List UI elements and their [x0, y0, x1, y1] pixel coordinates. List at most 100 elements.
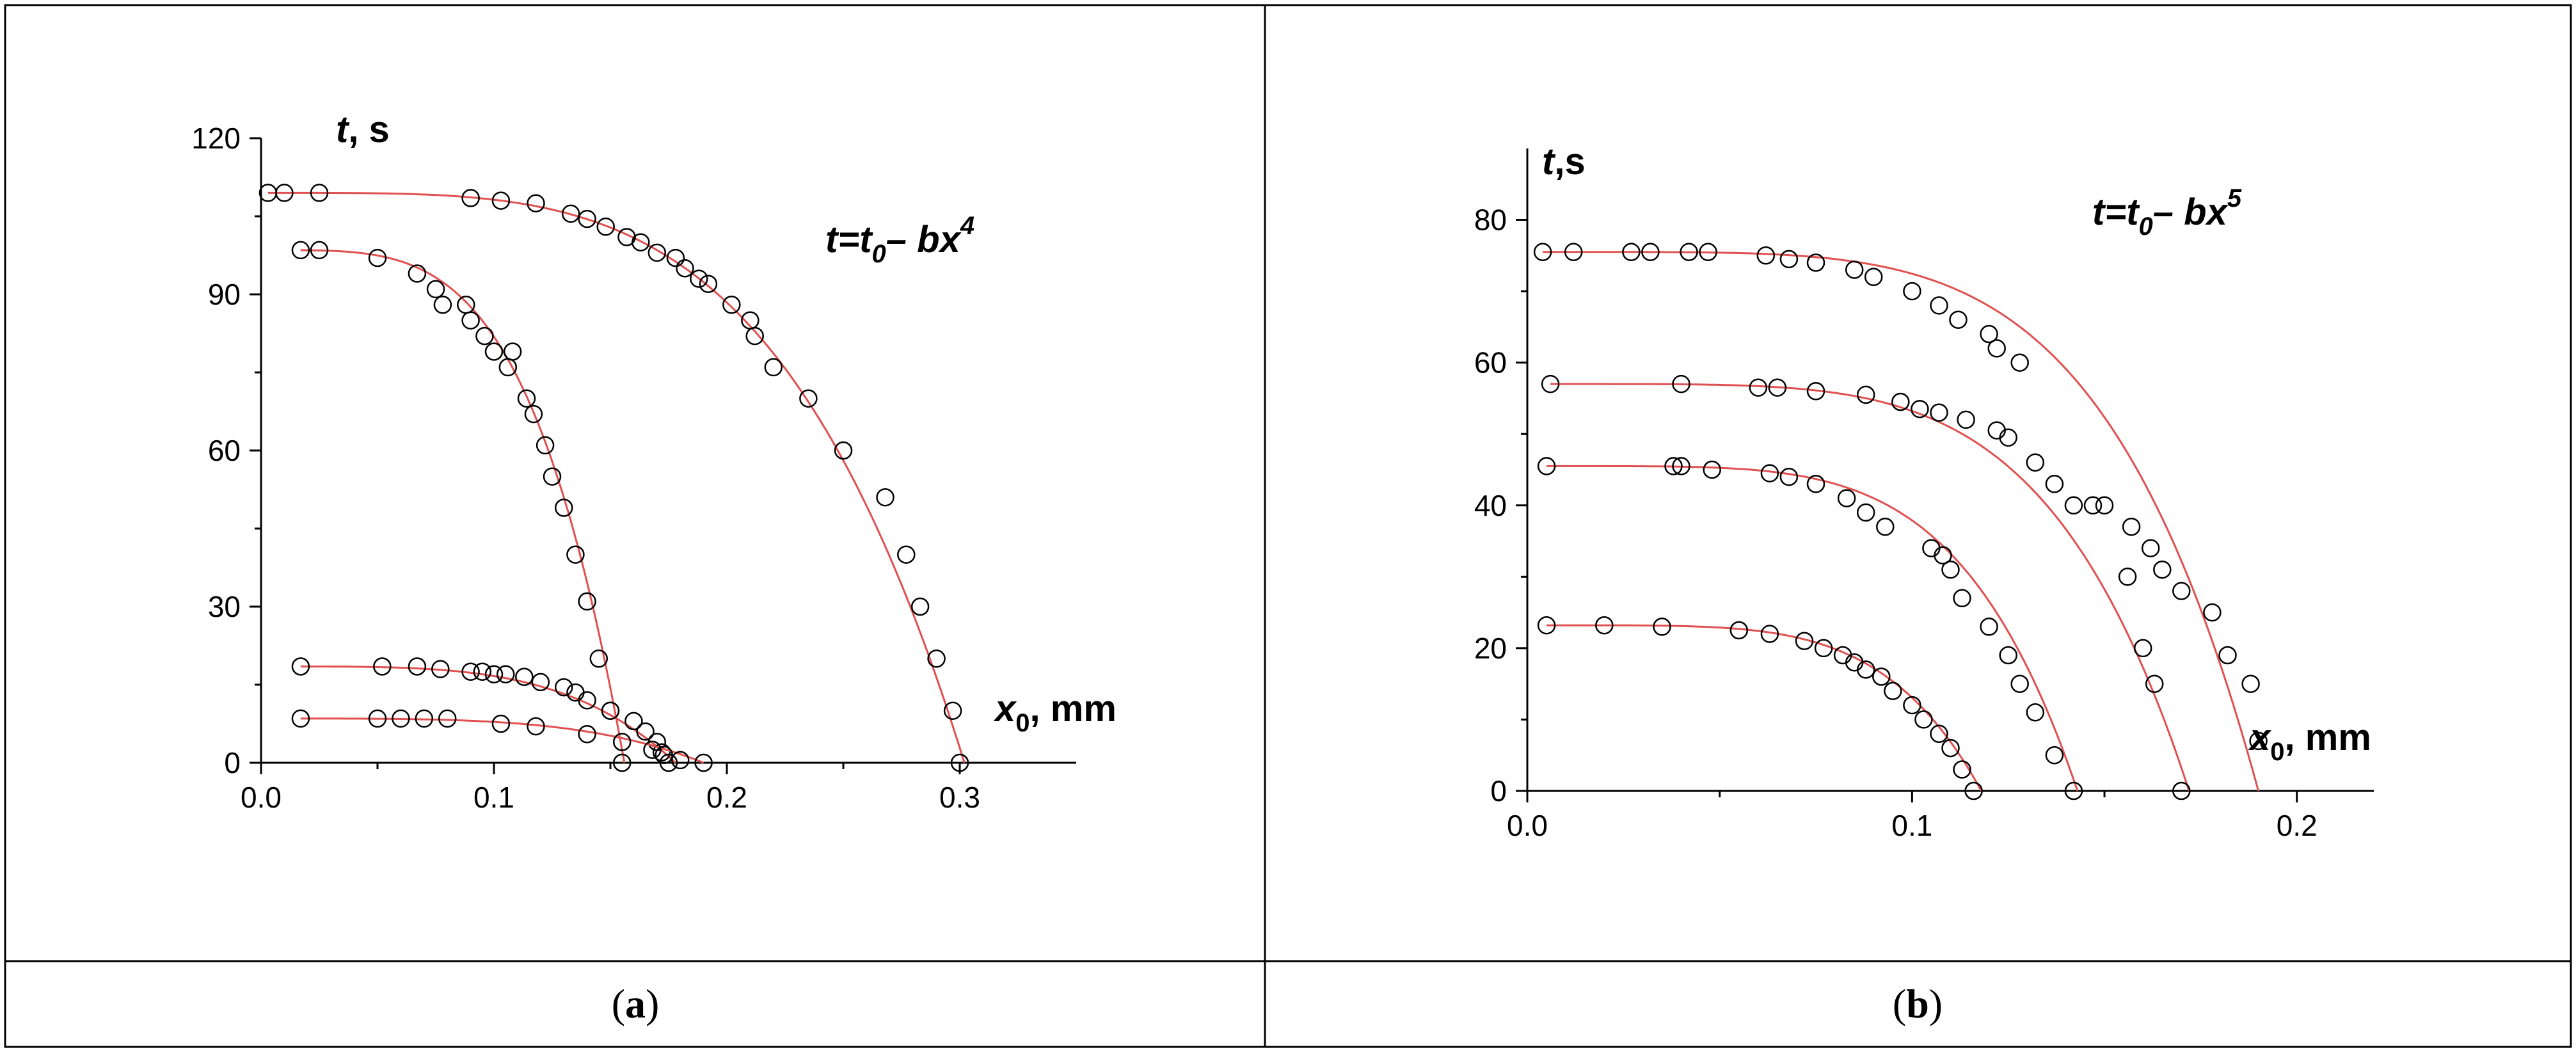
- data-point-a-4: [694, 753, 713, 772]
- data-point-b-2: [2172, 781, 2191, 801]
- data-point-a-2: [291, 241, 310, 260]
- data-point-a-2: [457, 296, 475, 314]
- data-point-a-3: [636, 722, 655, 741]
- data-point-b-1: [1680, 243, 1698, 262]
- data-point-b-4: [1903, 696, 1921, 715]
- data-point-a-3: [291, 657, 310, 676]
- data-point-a-3: [578, 691, 596, 710]
- data-point-b-2: [2118, 568, 2137, 586]
- data-point-a-3: [473, 662, 492, 681]
- data-point-b-3: [1934, 546, 1952, 565]
- data-point-b-3: [1980, 618, 1998, 636]
- y-tick-label-a: 60: [208, 434, 241, 467]
- eq-b-t0-sub: 0: [2139, 212, 2153, 241]
- data-point-a-2: [426, 280, 445, 299]
- data-point-b-3: [2010, 674, 2029, 693]
- data-point-a-4: [491, 714, 511, 733]
- data-point-a-2: [408, 264, 427, 283]
- data-point-a-4: [643, 740, 662, 759]
- data-point-a-1: [799, 389, 818, 408]
- data-point-b-1: [2218, 646, 2237, 665]
- data-point-b-2: [1541, 374, 1560, 394]
- data-point-a-1: [632, 233, 650, 251]
- data-point-a-1: [561, 204, 580, 223]
- data-point-a-2: [543, 467, 562, 486]
- eq-b-t0: t: [2126, 191, 2140, 233]
- data-point-b-3: [2045, 745, 2064, 765]
- eq-b-b: b: [2184, 191, 2206, 233]
- data-point-a-3: [431, 660, 450, 678]
- panel-label-b: (b): [1893, 981, 1943, 1026]
- data-point-a-3: [601, 701, 620, 720]
- data-point-a-3: [496, 665, 515, 683]
- data-point-a-4: [655, 745, 673, 765]
- data-point-b-3: [1672, 457, 1690, 475]
- data-point-b-1: [1806, 253, 1825, 272]
- data-point-a-2: [536, 436, 555, 455]
- eq-b-t: t: [2092, 191, 2106, 233]
- data-point-b-1: [1864, 267, 1883, 287]
- data-point-a-2: [566, 545, 585, 564]
- data-point-a-4: [291, 709, 310, 728]
- data-point-a-4: [392, 709, 410, 728]
- data-point-a-2: [461, 311, 480, 330]
- data-point-b-1: [2010, 353, 2029, 372]
- fit-line-a-1: [267, 191, 966, 763]
- data-point-b-1: [2095, 496, 2114, 515]
- data-point-b-4: [1653, 618, 1671, 636]
- data-point-a-1: [310, 184, 329, 202]
- data-point-b-1: [1641, 243, 1660, 262]
- y-axis-unit-b: ,s: [1554, 141, 1585, 182]
- data-point-b-4: [1930, 724, 1948, 744]
- data-point-a-1: [578, 209, 596, 228]
- data-point-a-2: [484, 342, 504, 361]
- eq-a-t0-sub: 0: [872, 240, 886, 268]
- y-tick-label-a: 90: [208, 278, 241, 311]
- data-point-b-1: [1930, 296, 1948, 315]
- data-point-a-1: [596, 218, 615, 236]
- data-point-b-1: [1903, 282, 1921, 301]
- y-axis-var-b: t: [1542, 141, 1556, 182]
- data-point-a-2: [310, 241, 329, 260]
- data-point-a-1: [897, 545, 916, 564]
- data-point-b-3: [1941, 560, 1960, 579]
- panel-label-b-letter: b: [1906, 981, 1929, 1026]
- fit-line-b-4: [1546, 624, 1982, 792]
- data-point-a-2: [612, 753, 632, 772]
- data-point-b-4: [1760, 625, 1779, 643]
- data-point-b-2: [2083, 496, 2103, 515]
- y-tick-label-b: 0: [1490, 774, 1507, 808]
- y-axis-var-a: t: [336, 109, 350, 150]
- data-point-b-1: [1756, 246, 1776, 265]
- eq-a-t: t: [825, 219, 839, 260]
- data-point-b-4: [1814, 639, 1833, 658]
- fit-line-a-3: [300, 665, 676, 764]
- data-point-a-1: [699, 275, 718, 293]
- data-point-b-3: [2064, 781, 2083, 801]
- data-point-b-1: [1622, 243, 1641, 262]
- data-point-b-2: [2145, 674, 2164, 693]
- data-point-b-2: [2045, 475, 2064, 493]
- data-point-b-1: [2203, 603, 2222, 622]
- data-point-b-2: [2026, 453, 2045, 472]
- data-point-b-1: [1533, 243, 1552, 262]
- y-tick-label-b: 20: [1474, 632, 1507, 665]
- data-point-a-2: [589, 650, 608, 668]
- x-tick-label-a: 0.3: [939, 781, 980, 814]
- x-tick-label-a: 0.0: [241, 781, 282, 814]
- data-point-b-3: [1806, 475, 1825, 493]
- data-point-b-2: [1891, 392, 1910, 411]
- fit-equation-b: t=t0– bx5: [2092, 184, 2242, 241]
- data-point-b-1: [1987, 339, 2006, 358]
- data-point-a-1: [834, 441, 853, 460]
- data-point-b-4: [1872, 667, 1891, 686]
- x-tick-label-a: 0.1: [473, 781, 514, 814]
- data-point-a-4: [368, 709, 387, 728]
- x-axis-unit-a: , mm: [1030, 688, 1117, 729]
- panel-label-b-open: (: [1893, 981, 1906, 1026]
- y-tick-label-b: 60: [1474, 346, 1507, 379]
- data-point-b-4: [1795, 632, 1814, 650]
- data-point-b-3: [1760, 464, 1779, 482]
- x-axis-sub-b: 0: [2270, 738, 2284, 766]
